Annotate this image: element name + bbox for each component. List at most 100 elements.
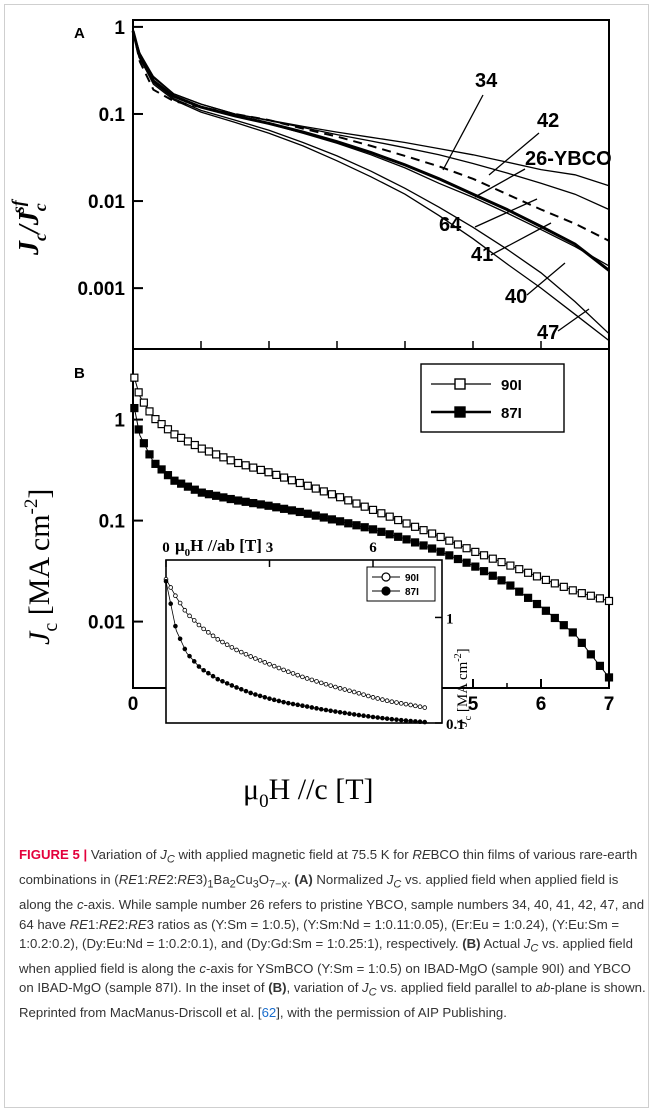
panel-a-ytick-label: 1 [114,18,125,39]
inset-data-point-87I [314,706,319,711]
inset-data-point-90I [220,639,225,645]
inset-data-point-90I [234,647,239,653]
data-point-87I [327,515,337,524]
data-point-87I [311,511,320,520]
caption-text: -plane is shown. Reprinted from MacManus… [19,980,646,1021]
inset-data-point-90I [361,692,366,697]
caption-sub: 3 [252,878,259,891]
inset-xlabel-sub: 0 [185,547,191,559]
inset-data-point-87I [370,714,376,720]
data-point-90I [506,561,515,570]
data-point-90I [344,496,353,505]
inset-data-point-90I [243,651,249,657]
inset-data-point-90I [413,703,418,709]
inset-data-point-90I [389,699,395,705]
inset-xtick-label: 3 [266,540,274,556]
inset-data-point-87I [215,676,221,682]
data-point-90I [532,572,542,581]
caption-text: 1: [137,872,149,888]
inset-data-point-87I [295,702,301,708]
panel-b-xtick-label: 0 [128,694,139,715]
ylabel-a-main: J [14,240,45,256]
curve-leader-47 [557,308,590,332]
inset-data-point-90I [168,585,174,590]
inset-data-point-87I [365,714,371,719]
inset-data-point-87I [351,712,357,717]
caption-jc: J [523,935,531,951]
inset-data-point-87I [403,718,409,723]
data-point-90I [445,536,454,545]
inset-data-point-87I [168,601,174,607]
caption-re3: RE [177,872,196,888]
ylabel-b: Jc [MA cm-2] [21,489,62,645]
data-point-87I [241,497,250,506]
inset-data-point-87I [257,693,263,699]
data-point-90I [130,373,139,382]
caption-text: ], with the permission of AIP Publishing… [276,1005,507,1021]
caption-reference-link[interactable]: 62 [261,1005,277,1021]
inset-data-point-87I [384,716,390,721]
axis-labels: A B Jc/Jcsf Jc [MA cm-2] μ0H //c [T] μ0H… [8,25,474,812]
data-point-90I [145,407,154,416]
data-point-87I [344,519,353,528]
inset-data-point-90I [191,618,197,623]
data-point-87I [249,499,258,508]
caption-text: O [258,872,270,888]
data-point-87I [319,513,328,522]
caption-text: 3 ratios as (Y:Sm = 1:0.5), (Y:Sm:Nd = 1… [19,916,620,951]
inset-data-point-87I [271,697,277,703]
inset-data-point-87I [337,709,343,715]
inset-data-point-87I [286,700,291,706]
data-point-90I [541,575,550,585]
panel-a-ytick-label: 0.1 [99,105,126,126]
data-point-90I [462,544,471,553]
data-point-90I [279,473,289,482]
data-point-90I [295,478,304,488]
inset-ylabel-main: J [455,719,471,727]
caption-ab: ab [535,980,551,996]
data-point-87I [377,527,386,536]
legend-label-87I: 87I [501,405,522,422]
data-point-87I [497,576,506,585]
inset-data-point-87I [210,673,216,679]
inset-data-point-90I [328,683,333,688]
data-point-87I [145,450,154,459]
inset-data-point-87I [318,706,324,712]
data-point-90I [163,425,173,434]
inset-legend-box [366,566,436,602]
caption-text: BCO thin films of various rare-earth com… [19,847,638,888]
inset-data-point-90I [398,701,404,706]
data-point-90I [604,596,614,606]
caption-jc-sub: C [393,878,402,891]
panel-b: 10.10.010123456790I87I [88,348,614,715]
inset-ytick-label: 1 [446,611,454,627]
inset-data-point-87I [187,653,192,659]
data-point-90I [212,450,221,459]
inset-data-point-87I [328,708,333,714]
inset-data-point-90I [257,658,263,663]
inset-data-point-87I [413,719,418,724]
inset-data-point-90I [323,681,329,687]
ylabel-b-sup: -2 [21,499,42,515]
inset-data-point-87I [220,678,225,684]
data-point-87I [436,547,445,556]
data-point-87I [134,425,143,434]
data-point-87I [360,523,369,532]
panel-b-xtick-label: 5 [468,694,479,715]
inset-ylabel-sub: c [463,715,474,720]
xlabel-rest: H //c [T] [269,773,374,806]
inset-data-point-87I [253,692,258,697]
caption-caxis: c [199,960,206,976]
data-point-87I [204,490,214,499]
data-point-87I [272,503,281,512]
inset-data-point-87I [304,704,310,709]
inset-data-point-90I [187,613,192,619]
inset-data-point-90I [173,593,178,598]
legend-label-90I: 90I [501,377,522,394]
inset-data-point-87I [323,707,329,713]
curve-leader-26-YBCO [474,168,526,198]
inset-legend-marker-87I [381,586,391,596]
data-point-87I [170,476,179,485]
data-point-90I [327,490,337,499]
data-point-90I [577,589,586,598]
